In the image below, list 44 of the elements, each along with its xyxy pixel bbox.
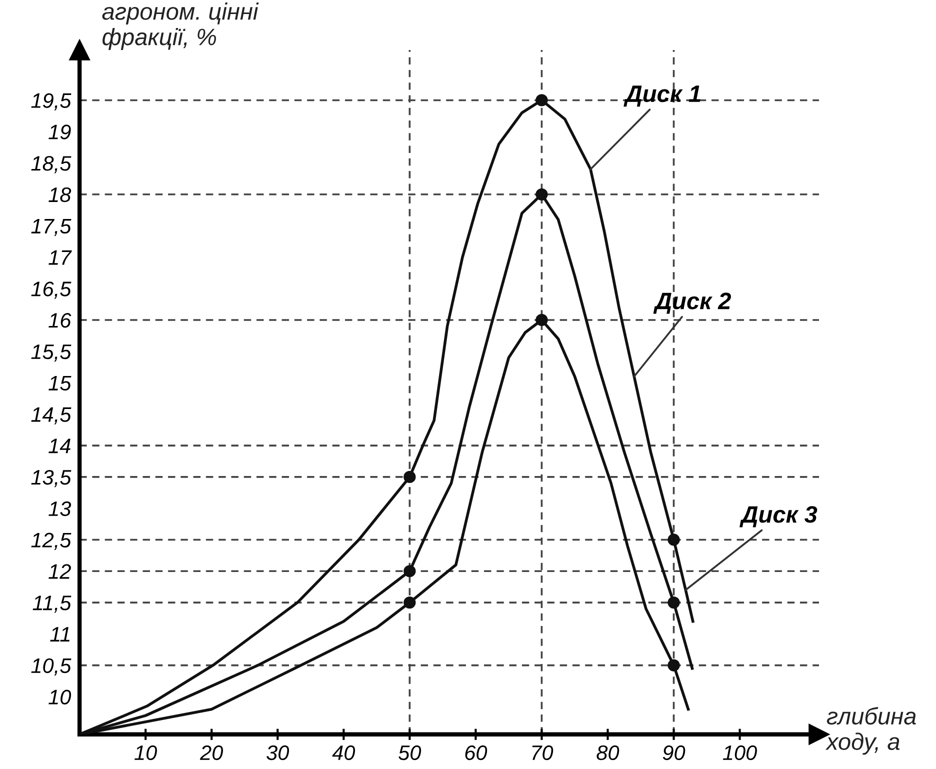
- point: [404, 565, 416, 578]
- annotation: Диск 3: [740, 506, 818, 528]
- y-tick-label: 19,5: [31, 93, 72, 110]
- point: [536, 94, 548, 106]
- y-tick-label: 13: [48, 501, 72, 516]
- annotation: Диск 1: [624, 86, 700, 107]
- y-tick-label: 17,5: [31, 219, 72, 236]
- y-tick-label: 12,5: [31, 532, 72, 550]
- x-tick-label: 70: [532, 745, 554, 760]
- y-tick-label: 15,5: [31, 344, 72, 362]
- x-tick-label: 30: [266, 745, 290, 760]
- point: [668, 534, 680, 546]
- y-tick-label: 17: [48, 250, 72, 265]
- y-tick-label: 19: [48, 124, 71, 140]
- y-tick-label: 10,5: [31, 658, 72, 676]
- x-tick-label: 40: [332, 745, 356, 760]
- y-tick-label: 18,5: [31, 156, 72, 174]
- y-tick-label: 14,5: [31, 407, 72, 424]
- y-tick-label: 11: [50, 627, 70, 642]
- y-tick-label: 14: [48, 438, 70, 454]
- y-tick-label: 12: [48, 564, 71, 579]
- y-tick-label: 13,5: [31, 470, 72, 488]
- x-tick-label: 100: [722, 745, 757, 760]
- point: [668, 596, 680, 609]
- y-tick-label: 11,5: [32, 596, 72, 613]
- x-tick-label: 10: [134, 745, 157, 760]
- point: [536, 314, 548, 326]
- x-axis-title: глибина ходу, а: [825, 707, 916, 755]
- x-tick-label: 90: [662, 745, 686, 760]
- y-tick-label: 16,5: [31, 282, 72, 299]
- point: [404, 470, 416, 484]
- y-tick-label: 18: [48, 187, 72, 202]
- y-tick-label: 16: [48, 312, 72, 328]
- point: [536, 188, 548, 200]
- x-tick-label: 60: [465, 745, 488, 760]
- x-tick-label: 80: [596, 745, 620, 760]
- point: [668, 659, 680, 672]
- point: [404, 596, 416, 609]
- annotation: Диск 2: [653, 292, 731, 314]
- y-axis-title: агроном. цінні фракції, %: [102, 2, 259, 50]
- y-tick-label: 15: [48, 376, 72, 391]
- x-tick-label: 20: [200, 745, 224, 760]
- y-tick-label: 10: [48, 690, 72, 704]
- x-tick-label: 50: [398, 745, 422, 760]
